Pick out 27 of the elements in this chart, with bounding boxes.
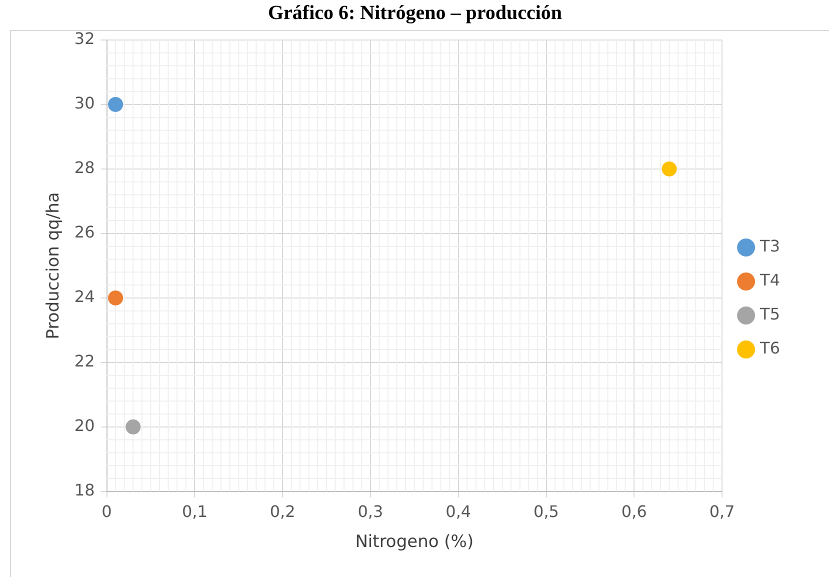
point: [108, 96, 124, 112]
y-tick-label: 30: [74, 94, 95, 113]
x-tick-label: 0,4: [446, 502, 472, 522]
x-tick-label: 0,5: [534, 502, 559, 522]
x-tick-label: 0,6: [621, 502, 647, 522]
y-tick-label: 32: [74, 29, 95, 48]
y-tick-label: 20: [74, 416, 95, 436]
x-tick-label: 0,2: [270, 502, 296, 522]
chart-title: Gráfico 6: Nitrógeno – producción: [266, 2, 564, 25]
y-tick-label: 18: [74, 480, 95, 500]
point: [108, 290, 124, 306]
legend-label: T6: [759, 338, 780, 358]
point: [662, 161, 677, 176]
y-tick-label: 26: [74, 222, 95, 242]
x-axis-title: Nitrogeno (%): [355, 532, 474, 552]
legend-label: T5: [759, 304, 780, 324]
y-tick-label: 24: [74, 287, 95, 306]
x-tick-label: 0,3: [358, 502, 384, 522]
x-tick-label: 0,7: [709, 502, 735, 522]
y-tick-label: 22: [74, 352, 95, 371]
x-tick-label: 0: [102, 502, 112, 522]
legend-label: T4: [759, 270, 780, 290]
x-tick-label: 0,1: [182, 502, 208, 522]
y-tick-label: 28: [74, 158, 95, 178]
y-axis-title: Produccion qq/ha: [44, 192, 64, 340]
point: [126, 419, 141, 434]
legend-label: T3: [759, 236, 780, 256]
